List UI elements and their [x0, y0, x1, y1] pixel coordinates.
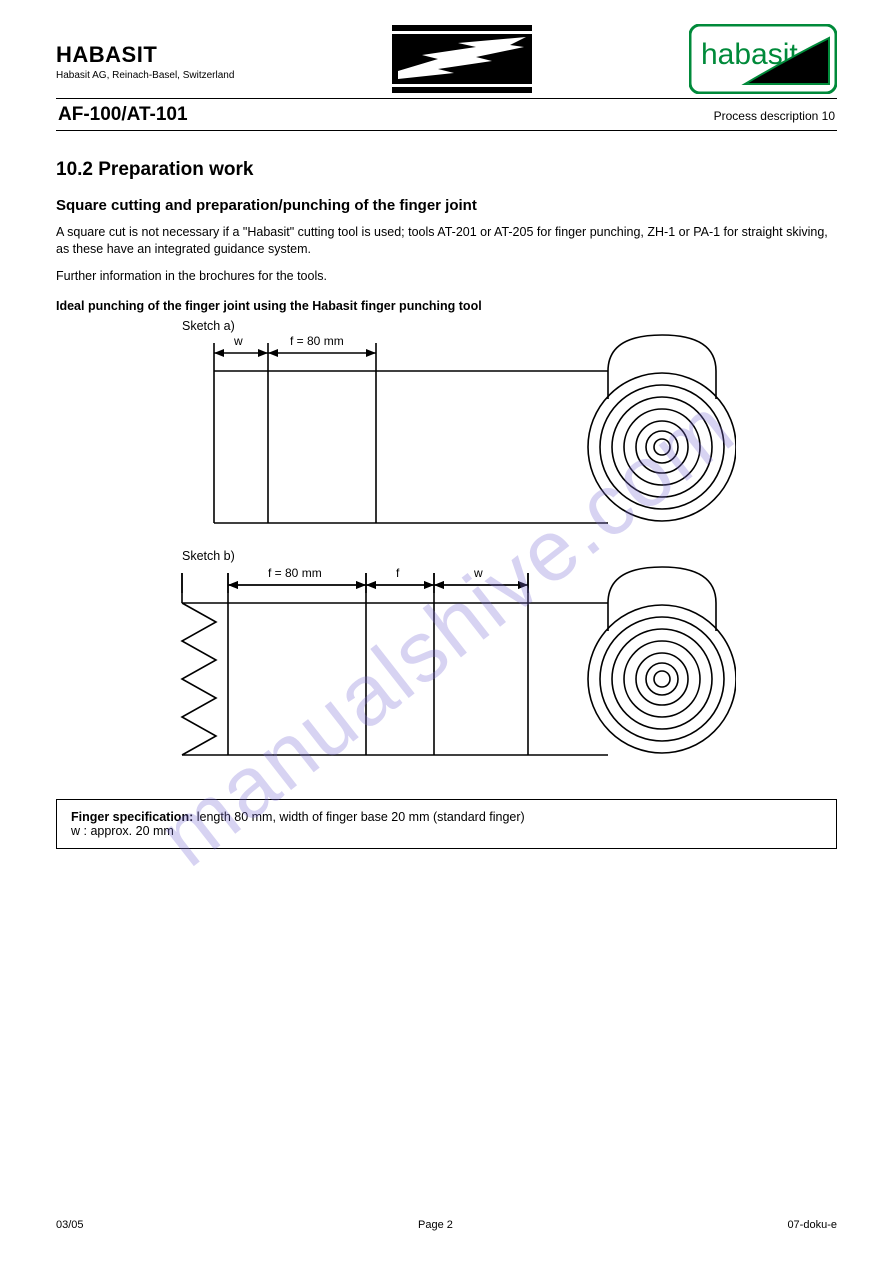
habasit-logo-icon: habasit: [689, 24, 837, 94]
habasit-logo: habasit: [689, 24, 837, 99]
spec-line-2: w : approx. 20 mm: [71, 824, 822, 838]
sketch-b-f1: f = 80 mm: [268, 566, 322, 580]
sketch-a-svg: w f = 80 mm: [56, 333, 736, 543]
footer-right: 07-doku-e: [787, 1219, 837, 1231]
sketch-b-svg: f = 80 mm f w: [56, 563, 736, 777]
sketch-a-block: Sketch a): [56, 319, 837, 543]
spec-text: length 80 mm, width of finger base 20 mm…: [197, 810, 525, 824]
header-title-block: HABASIT Habasit AG, Reinach-Basel, Switz…: [56, 42, 234, 81]
streak-logo-icon: [392, 25, 532, 93]
footer-center: Page 2: [418, 1219, 453, 1231]
spec-box: Finger specification: length 80 mm, widt…: [56, 799, 837, 849]
brand-subtitle: Habasit AG, Reinach-Basel, Switzerland: [56, 70, 234, 81]
doc-process: Process description 10: [714, 109, 835, 123]
spec-label: Finger specification:: [71, 810, 193, 824]
paragraph-1: A square cut is not necessary if a "Haba…: [56, 224, 837, 258]
finger-joint-title: Ideal punching of the finger joint using…: [56, 299, 837, 313]
section-heading: Square cutting and preparation/punching …: [56, 197, 837, 214]
thick-streak-logo: [392, 25, 532, 98]
brand-title: HABASIT: [56, 42, 234, 68]
sketch-a-caption: Sketch a): [182, 319, 837, 333]
sketch-a-f: f = 80 mm: [290, 334, 344, 348]
paragraph-2: Further information in the brochures for…: [56, 268, 837, 285]
footer-left: 03/05: [56, 1219, 84, 1231]
subtitle-row: AF-100/AT-101 Process description 10: [56, 99, 837, 130]
page-footer: 03/05 Page 2 07-doku-e: [56, 1219, 837, 1231]
header-row: HABASIT Habasit AG, Reinach-Basel, Switz…: [56, 24, 837, 98]
spec-line-1: Finger specification: length 80 mm, widt…: [71, 810, 822, 824]
page-root: manualshive.com HABASIT Habasit AG, Rein…: [0, 0, 893, 1263]
sketch-b-w: w: [473, 566, 483, 580]
sketch-b-caption: Sketch b): [182, 549, 837, 563]
sketch-b-block: Sketch b): [56, 549, 837, 777]
header-left: HABASIT Habasit AG, Reinach-Basel, Switz…: [56, 42, 234, 81]
doc-code: AF-100/AT-101: [58, 104, 188, 126]
sketch-a-w: w: [233, 334, 243, 348]
rule-under-title: [56, 130, 837, 131]
section-number: 10.2 Preparation work: [56, 159, 837, 181]
